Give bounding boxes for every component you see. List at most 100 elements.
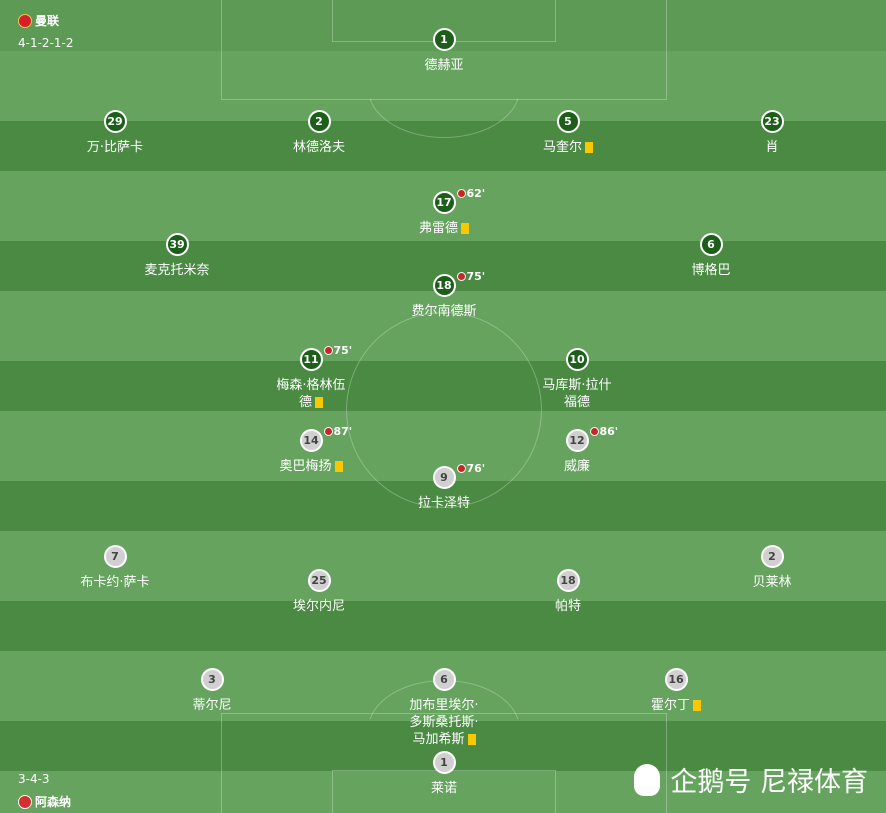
player-number-badge: 18 75' bbox=[432, 270, 485, 297]
player-name: 拉卡泽特 bbox=[418, 495, 470, 512]
player-name: 马库斯·拉什福德 bbox=[537, 377, 617, 411]
player-name: 肖 bbox=[765, 139, 778, 156]
home-player[interactable]: 29 万·比萨卡 bbox=[50, 110, 180, 156]
player-number-badge: 1 bbox=[432, 28, 456, 51]
away-player[interactable]: 18 帕特 bbox=[503, 569, 633, 615]
home-player[interactable]: 5 马奎尔 bbox=[503, 110, 633, 156]
away-player[interactable]: 14 87' 奥巴梅扬 bbox=[246, 425, 376, 475]
yellow-card-icon bbox=[461, 223, 469, 234]
player-name: 威廉 bbox=[564, 458, 590, 475]
player-name-text: 德赫亚 bbox=[424, 58, 464, 73]
player-name: 布卡约·萨卡 bbox=[80, 574, 149, 591]
player-name-text: 加布里埃尔·多斯桑托斯·马加希斯 bbox=[409, 698, 479, 747]
player-name: 梅森·格林伍德 bbox=[271, 377, 351, 411]
player-name: 麦克托米奈 bbox=[144, 262, 209, 279]
away-crest-icon bbox=[18, 794, 32, 809]
home-crest-icon bbox=[18, 13, 32, 28]
substitution-marker: 62' bbox=[456, 187, 486, 200]
away-player[interactable]: 16 霍尔丁 bbox=[611, 668, 741, 714]
substitution-minute: 76' bbox=[466, 462, 486, 475]
player-number-badge: 10 bbox=[565, 348, 589, 371]
player-name: 弗雷德 bbox=[419, 220, 469, 237]
player-number-badge: 17 62' bbox=[432, 187, 485, 214]
player-name-text: 万·比萨卡 bbox=[86, 140, 144, 155]
away-team-label: 阿森纳 bbox=[18, 793, 71, 810]
player-name-text: 霍尔丁 bbox=[650, 698, 690, 713]
home-player[interactable]: 39 麦克托米奈 bbox=[112, 233, 242, 279]
home-player[interactable]: 1 德赫亚 bbox=[379, 28, 509, 74]
away-player[interactable]: 7 布卡约·萨卡 bbox=[50, 545, 180, 591]
substitution-minute: 62' bbox=[466, 187, 486, 200]
player-name-text: 弗雷德 bbox=[418, 221, 458, 236]
player-name-text: 威廉 bbox=[563, 459, 590, 474]
home-formation: 4-1-2-1-2 bbox=[18, 36, 74, 50]
yellow-card-icon bbox=[693, 700, 701, 711]
substitution-icon bbox=[589, 427, 599, 436]
substitution-marker: 87' bbox=[323, 425, 353, 438]
home-player[interactable]: 2 林德洛夫 bbox=[254, 110, 384, 156]
away-team-name: 阿森纳 bbox=[35, 795, 72, 809]
player-name: 奥巴梅扬 bbox=[279, 458, 343, 475]
home-player[interactable]: 18 75' 费尔南德斯 bbox=[379, 270, 509, 320]
player-number-badge: 25 bbox=[307, 569, 331, 592]
watermark: 企鹅号 尼禄体育 bbox=[634, 760, 868, 799]
home-player[interactable]: 23 肖 bbox=[707, 110, 837, 156]
player-name-text: 莱诺 bbox=[430, 781, 457, 796]
player-name-text: 拉卡泽特 bbox=[417, 496, 470, 511]
away-player[interactable]: 9 76' 拉卡泽特 bbox=[379, 462, 509, 512]
player-name: 埃尔内尼 bbox=[293, 598, 345, 615]
away-player[interactable]: 25 埃尔内尼 bbox=[254, 569, 384, 615]
player-number-badge: 12 86' bbox=[565, 425, 618, 452]
center-circle bbox=[346, 312, 542, 508]
player-name-text: 费尔南德斯 bbox=[411, 304, 477, 319]
player-name-text: 博格巴 bbox=[691, 263, 731, 278]
player-number-badge: 29 bbox=[103, 110, 127, 133]
player-number-badge: 1 bbox=[432, 751, 456, 774]
away-player[interactable]: 3 蒂尔尼 bbox=[147, 668, 277, 714]
player-name: 博格巴 bbox=[691, 262, 730, 279]
player-name: 蒂尔尼 bbox=[192, 697, 231, 714]
player-number-badge: 39 bbox=[165, 233, 189, 256]
player-name: 贝莱林 bbox=[752, 574, 791, 591]
player-name-text: 肖 bbox=[765, 140, 779, 155]
penguin-icon bbox=[634, 763, 661, 796]
home-player[interactable]: 6 博格巴 bbox=[646, 233, 776, 279]
watermark-text: 企鹅号 尼禄体育 bbox=[670, 767, 868, 798]
home-team-name: 曼联 bbox=[35, 14, 60, 28]
player-number-badge: 6 bbox=[432, 668, 456, 691]
player-number-badge: 6 bbox=[699, 233, 723, 256]
player-name-text: 埃尔内尼 bbox=[292, 599, 345, 614]
away-player[interactable]: 1 莱诺 bbox=[379, 751, 509, 797]
away-player[interactable]: 2 贝莱林 bbox=[707, 545, 837, 591]
home-player[interactable]: 10 马库斯·拉什福德 bbox=[512, 348, 642, 411]
player-number-badge: 9 76' bbox=[432, 462, 485, 489]
away-player[interactable]: 12 86' 威廉 bbox=[512, 425, 642, 475]
player-name-text: 马奎尔 bbox=[542, 140, 582, 155]
yellow-card-icon bbox=[585, 142, 593, 153]
player-number-badge: 11 75' bbox=[299, 344, 352, 371]
player-number-badge: 18 bbox=[556, 569, 580, 592]
player-name-text: 蒂尔尼 bbox=[192, 698, 232, 713]
player-number-badge: 14 87' bbox=[299, 425, 352, 452]
player-name-text: 梅森·格林伍德 bbox=[276, 378, 346, 410]
substitution-minute: 86' bbox=[599, 425, 619, 438]
player-number-badge: 2 bbox=[760, 545, 784, 568]
away-player[interactable]: 6 加布里埃尔·多斯桑托斯·马加希斯 bbox=[379, 668, 509, 748]
yellow-card-icon bbox=[467, 734, 476, 745]
yellow-card-icon bbox=[315, 397, 323, 408]
player-number-badge: 3 bbox=[200, 668, 224, 691]
substitution-marker: 75' bbox=[323, 344, 353, 357]
home-player[interactable]: 11 75' 梅森·格林伍德 bbox=[246, 344, 376, 411]
player-name-text: 贝莱林 bbox=[752, 575, 792, 590]
substitution-icon bbox=[456, 272, 466, 281]
substitution-minute: 75' bbox=[333, 344, 353, 357]
player-name: 马奎尔 bbox=[543, 139, 593, 156]
player-number-badge: 2 bbox=[307, 110, 331, 133]
player-name: 费尔南德斯 bbox=[411, 303, 476, 320]
home-player[interactable]: 17 62' 弗雷德 bbox=[379, 187, 509, 237]
substitution-minute: 87' bbox=[333, 425, 353, 438]
player-name: 加布里埃尔·多斯桑托斯·马加希斯 bbox=[404, 697, 484, 748]
player-name: 莱诺 bbox=[431, 780, 457, 797]
substitution-icon bbox=[323, 427, 333, 436]
